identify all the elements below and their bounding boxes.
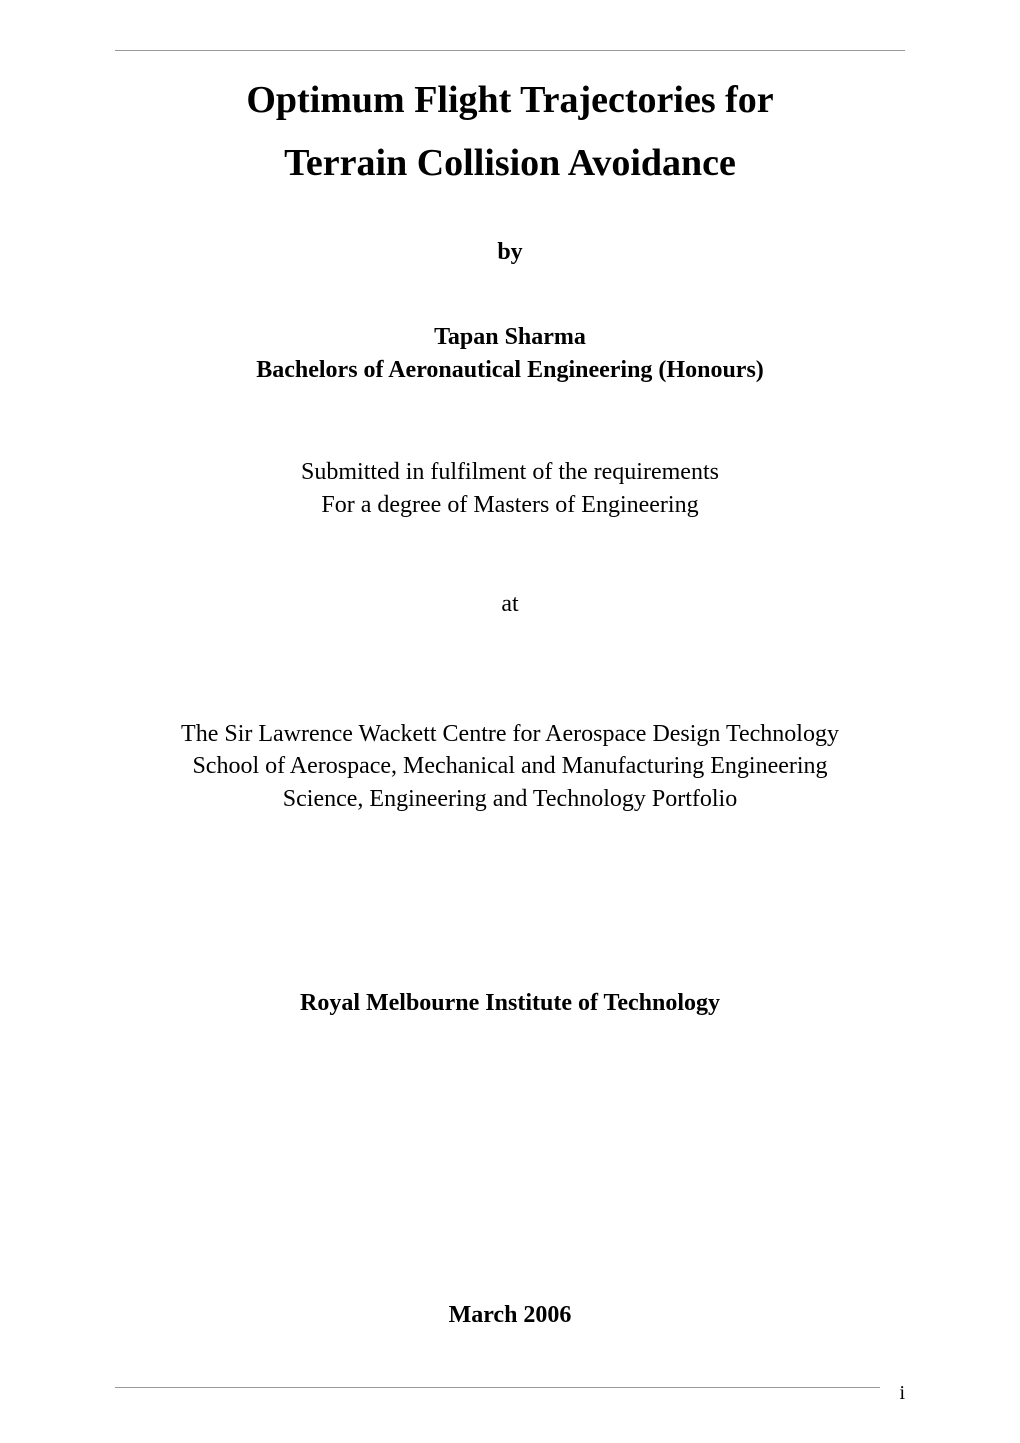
at-label: at [115,591,905,618]
affiliation-line-2: School of Aerospace, Mechanical and Manu… [115,750,905,782]
submission-statement: Submitted in fulfilment of the requireme… [115,456,905,521]
author-block: Tapan Sharma Bachelors of Aeronautical E… [115,321,905,386]
affiliation-block: The Sir Lawrence Wackett Centre for Aero… [115,718,905,815]
affiliation-line-3: Science, Engineering and Technology Port… [115,783,905,815]
page-number: i [899,1382,905,1405]
top-horizontal-rule [115,50,905,51]
institution-name: Royal Melbourne Institute of Technology [115,990,905,1017]
by-label: by [115,239,905,266]
submission-line-1: Submitted in fulfilment of the requireme… [115,456,905,488]
author-degree: Bachelors of Aeronautical Engineering (H… [115,354,905,386]
author-name: Tapan Sharma [115,321,905,353]
submission-line-2: For a degree of Masters of Engineering [115,489,905,521]
document-title: Optimum Flight Trajectories for Terrain … [115,69,905,194]
affiliation-line-1: The Sir Lawrence Wackett Centre for Aero… [115,718,905,750]
title-line-1: Optimum Flight Trajectories for [115,69,905,132]
title-line-2: Terrain Collision Avoidance [115,132,905,195]
document-date: March 2006 [115,1302,905,1329]
bottom-horizontal-rule [115,1387,880,1388]
